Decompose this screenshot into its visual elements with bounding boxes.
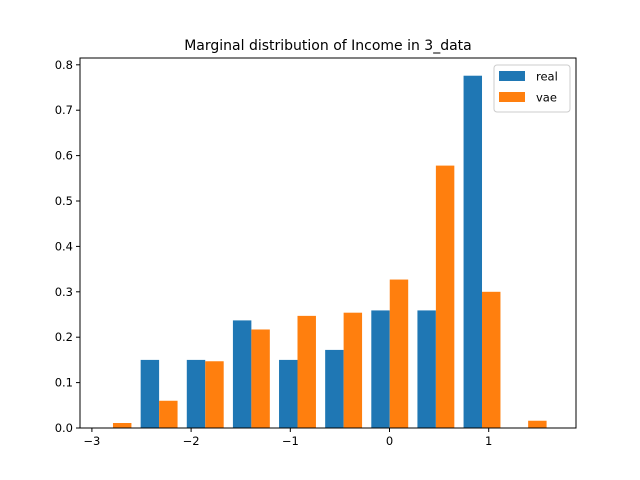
x-tick-label: 0 [386,434,393,448]
bar-real-5 [325,349,344,428]
bar-real-7 [417,310,436,428]
chart-title: Marginal distribution of Income in 3_dat… [184,38,472,54]
bar-vae-1 [159,400,178,428]
legend: real vae [493,64,571,113]
bar-real-1 [140,359,160,428]
y-tick-label: 0.8 [55,58,73,72]
legend-label-vae: vae [536,91,557,105]
bar-real-8 [463,75,483,429]
bar-vae-4 [297,315,316,428]
y-tick-label: 0.1 [55,376,73,390]
bar-vae-2 [205,361,224,428]
plot-frame [79,57,577,429]
bar-vae-6 [389,279,409,428]
y-tick-label: 0.2 [55,330,73,344]
bar-vae-3 [251,329,270,428]
x-tick-label: −3 [83,434,100,448]
bar-real-3 [232,320,252,428]
bar-real-2 [186,359,206,428]
x-tick-label: −2 [183,434,200,448]
x-axis: −3 −2 −1 0 1 [83,428,492,448]
bar-real-6 [371,310,390,428]
bar-real-4 [279,359,298,428]
y-tick-label: 0.7 [55,103,73,117]
y-tick-label: 0.5 [55,194,73,208]
bar-vae-0 [112,423,132,428]
y-tick-label: 0.3 [55,285,73,299]
legend-label-real: real [536,70,558,84]
bar-vae-7 [435,165,455,428]
x-tick-label: −1 [282,434,299,448]
bars-group [112,75,547,429]
bar-vae-5 [343,312,363,428]
y-axis: 0.0 0.1 0.2 0.3 0.4 0.5 0.6 0.7 0.8 [55,58,80,435]
bar-vae-9 [528,420,547,428]
bar-vae-8 [482,291,501,428]
legend-swatch-vae [499,92,525,102]
y-tick-label: 0.6 [55,149,73,163]
legend-swatch-real [499,71,525,81]
y-tick-label: 0.0 [55,421,73,435]
x-tick-label: 1 [485,434,492,448]
y-tick-label: 0.4 [55,239,73,253]
